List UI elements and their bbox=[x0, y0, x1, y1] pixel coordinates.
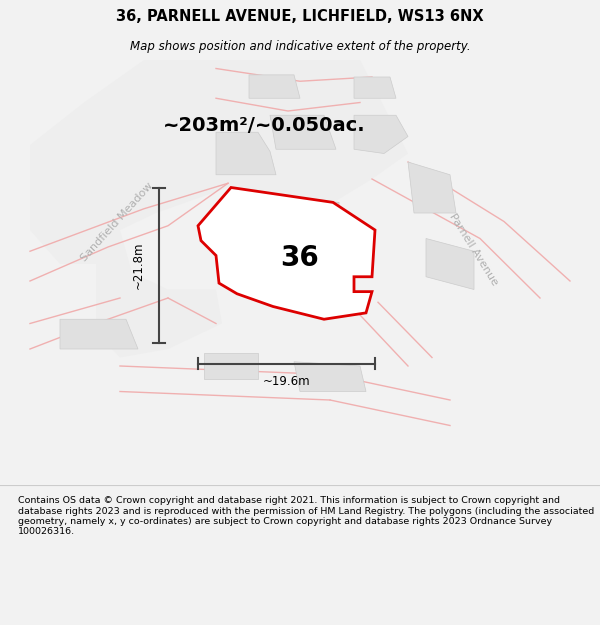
Text: ~19.6m: ~19.6m bbox=[263, 375, 310, 388]
Text: Map shows position and indicative extent of the property.: Map shows position and indicative extent… bbox=[130, 40, 470, 53]
Text: ~21.8m: ~21.8m bbox=[131, 241, 145, 289]
Polygon shape bbox=[354, 77, 396, 98]
Polygon shape bbox=[234, 194, 354, 292]
Polygon shape bbox=[216, 132, 276, 175]
Polygon shape bbox=[30, 60, 408, 358]
Text: 36, PARNELL AVENUE, LICHFIELD, WS13 6NX: 36, PARNELL AVENUE, LICHFIELD, WS13 6NX bbox=[116, 9, 484, 24]
Text: ~203m²/~0.050ac.: ~203m²/~0.050ac. bbox=[163, 116, 365, 136]
Text: 36: 36 bbox=[281, 244, 319, 272]
Polygon shape bbox=[204, 353, 258, 379]
Polygon shape bbox=[354, 115, 408, 154]
Polygon shape bbox=[249, 75, 300, 98]
Polygon shape bbox=[426, 239, 474, 289]
Polygon shape bbox=[294, 362, 366, 391]
Text: Contains OS data © Crown copyright and database right 2021. This information is : Contains OS data © Crown copyright and d… bbox=[18, 496, 594, 536]
Polygon shape bbox=[408, 162, 456, 213]
Text: Sandfield Meadow: Sandfield Meadow bbox=[79, 180, 155, 263]
Polygon shape bbox=[60, 319, 138, 349]
Polygon shape bbox=[270, 115, 336, 149]
Polygon shape bbox=[198, 188, 375, 319]
Text: Parnell Avenue: Parnell Avenue bbox=[448, 211, 500, 287]
